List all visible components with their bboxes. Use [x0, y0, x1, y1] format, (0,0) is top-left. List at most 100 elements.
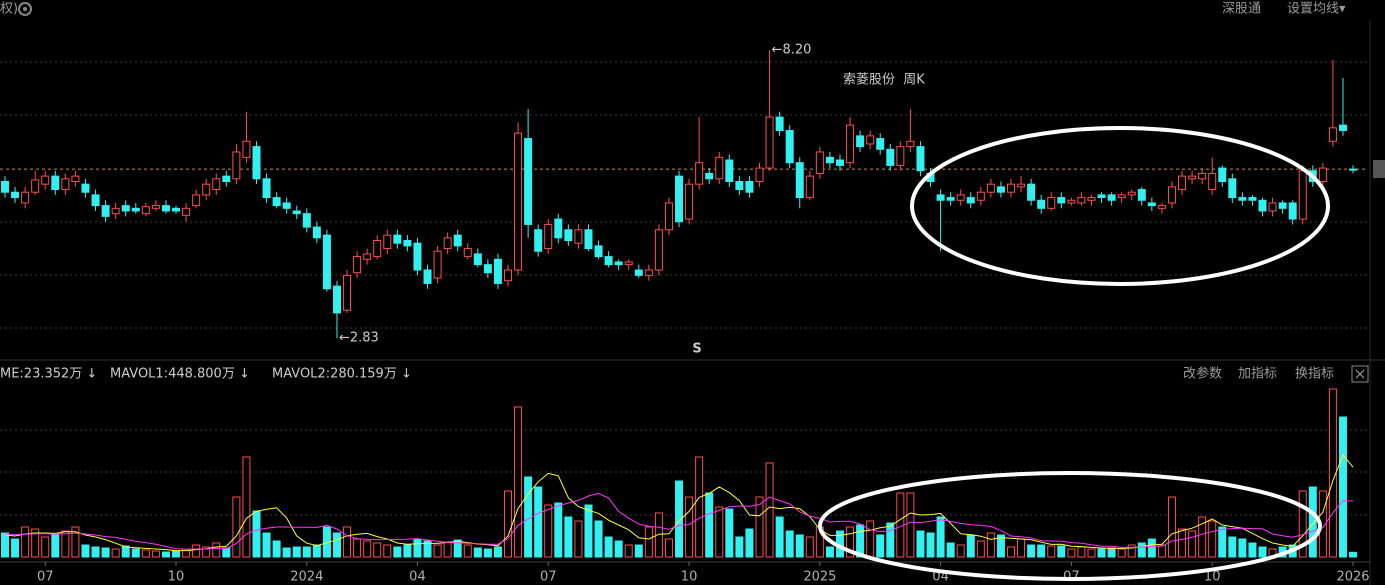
- candle-body: [1208, 172, 1217, 191]
- gear-hub[interactable]: [23, 7, 27, 11]
- header-link[interactable]: 设置均线▾: [1287, 2, 1346, 17]
- close-x[interactable]: [1355, 369, 1365, 379]
- candle-body: [685, 183, 694, 220]
- volume-bar: [61, 530, 70, 558]
- candle-body: [795, 162, 804, 199]
- volume-bar: [624, 544, 633, 558]
- volume-bar: [1037, 544, 1046, 558]
- volume-bar: [443, 541, 452, 558]
- candle-body: [1218, 167, 1227, 182]
- candle-body: [644, 269, 653, 276]
- candle-body: [393, 234, 402, 244]
- volume-bar: [846, 526, 855, 558]
- candle-body: [715, 156, 724, 180]
- candle-body: [524, 138, 533, 225]
- x-tick-label: 10: [681, 570, 698, 585]
- volume-bar: [544, 504, 553, 558]
- volume-bar: [715, 506, 724, 558]
- volume-bar: [1137, 542, 1146, 558]
- candle-body: [514, 132, 523, 271]
- volume-bar: [916, 530, 925, 558]
- candle-body: [1248, 197, 1257, 201]
- candle-body: [1037, 199, 1046, 209]
- candle-body: [443, 237, 452, 250]
- volume-bar: [805, 536, 814, 558]
- indicator-button[interactable]: 换指标: [1295, 367, 1334, 382]
- volume-bar: [976, 540, 985, 558]
- volume-bar: [765, 462, 774, 558]
- volume-bar: [393, 546, 402, 558]
- close-box[interactable]: [1351, 365, 1369, 383]
- candle-body: [11, 191, 20, 199]
- candle-body: [1147, 202, 1156, 207]
- close-button[interactable]: [1351, 365, 1369, 383]
- candle-body: [222, 175, 231, 182]
- candle-body: [131, 207, 140, 212]
- candle-body: [916, 146, 925, 172]
- candle-body: [232, 151, 241, 180]
- candle-body: [373, 240, 382, 258]
- candle-body: [363, 253, 372, 260]
- price-annotation: ←2.83: [339, 331, 379, 346]
- volume-bar: [514, 406, 523, 558]
- candle-body: [403, 240, 412, 247]
- volume-bar: [131, 548, 140, 558]
- volume-bar: [373, 542, 382, 558]
- volume-bar: [926, 532, 935, 558]
- volume-bar: [795, 534, 804, 558]
- x-tick-label: 2026: [1336, 570, 1369, 585]
- volume-bar: [383, 544, 392, 558]
- volume-bar: [31, 528, 40, 558]
- volume-bar: [353, 538, 362, 558]
- candle-body: [172, 207, 181, 212]
- candle-body: [252, 146, 261, 180]
- settings-icon[interactable]: [18, 2, 32, 16]
- indicator-button[interactable]: 改参数: [1183, 366, 1222, 382]
- scroll-handle[interactable]: [1373, 160, 1385, 178]
- volume-bar: [1298, 490, 1307, 558]
- candle-body: [282, 202, 291, 209]
- candle-body: [936, 194, 945, 201]
- volume-bar: [423, 540, 432, 558]
- candle-body: [161, 205, 170, 212]
- candle-body: [453, 234, 462, 247]
- candle-body: [1077, 197, 1086, 204]
- candle-body: [91, 194, 100, 207]
- candle-body: [202, 183, 211, 196]
- indicator-button[interactable]: 加指标: [1238, 367, 1277, 382]
- candle-body: [483, 264, 492, 274]
- volume-bar: [1338, 416, 1347, 558]
- candle-body: [1298, 170, 1307, 220]
- candle-body: [564, 229, 573, 242]
- volume-bar: [343, 526, 352, 558]
- candle-body: [725, 159, 734, 182]
- candle-body: [413, 242, 422, 271]
- candle-body: [1268, 202, 1277, 212]
- candle-body: [544, 223, 553, 250]
- volume-bar: [1047, 545, 1056, 558]
- header-link[interactable]: 深股通: [1222, 2, 1261, 17]
- candle-body: [1017, 183, 1026, 188]
- volume-bar: [886, 522, 895, 558]
- volume-ma-line: [4, 454, 1354, 552]
- volume-bar: [735, 536, 744, 558]
- candle-body: [654, 229, 663, 271]
- x-tick-label: 10: [168, 570, 185, 585]
- candle-body: [1338, 124, 1347, 132]
- volume-bar: [1238, 538, 1247, 558]
- candle-body: [151, 205, 160, 209]
- volume-bar: [212, 542, 221, 558]
- candle-body: [846, 124, 855, 164]
- volume-bar: [1157, 544, 1166, 558]
- candle-body: [61, 178, 70, 191]
- volume-bar: [966, 534, 975, 558]
- candle-body: [1178, 175, 1187, 191]
- volume-bar: [1067, 548, 1076, 558]
- header-left: 权): [0, 1, 18, 17]
- volume-bar: [634, 544, 643, 558]
- candle-body: [856, 135, 865, 148]
- legend-entry: MAVOL1:448.800万 ↓: [110, 367, 250, 382]
- volume-bar: [222, 547, 231, 558]
- volume-bar: [654, 512, 663, 558]
- gear[interactable]: [18, 2, 32, 16]
